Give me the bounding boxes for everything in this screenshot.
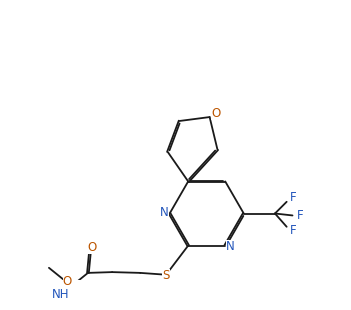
Text: F: F [297,209,304,222]
Text: S: S [162,269,170,282]
Text: N: N [160,206,169,219]
Text: O: O [211,108,220,121]
Text: F: F [290,224,297,237]
Text: F: F [290,191,297,204]
Text: O: O [62,275,72,288]
Text: N: N [226,240,235,253]
Text: NH: NH [52,288,69,301]
Text: O: O [87,241,97,254]
